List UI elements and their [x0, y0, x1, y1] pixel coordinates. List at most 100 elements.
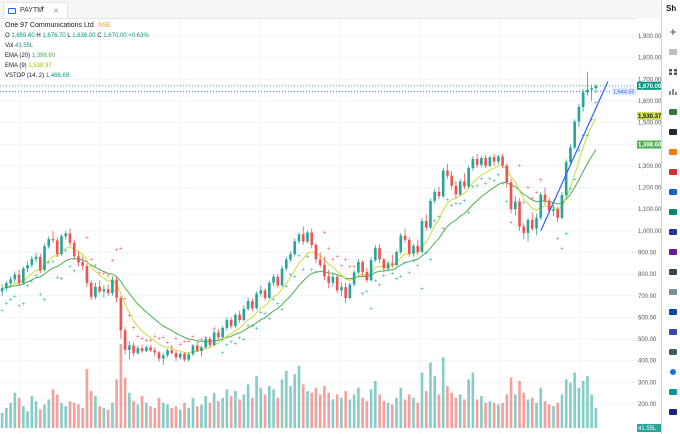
- dark-blue-badge-icon[interactable]: [668, 308, 678, 316]
- volume-bar: [564, 379, 568, 428]
- vstop-marker: +: [411, 258, 415, 264]
- ema9-row[interactable]: EMA (9) 1,530.37: [5, 61, 149, 71]
- candle-body: [51, 239, 55, 241]
- volume-bar: [64, 406, 68, 428]
- volume-bar: [331, 399, 335, 428]
- sidebar-title: Sh: [666, 4, 677, 13]
- volume-bar: [526, 399, 530, 428]
- grid-lines: [0, 18, 636, 434]
- volume-bar: [153, 407, 157, 428]
- symbol-name[interactable]: One 97 Communications Ltd: [5, 22, 94, 29]
- bars-icon[interactable]: [668, 88, 678, 96]
- volume-bar: [161, 402, 165, 428]
- candle: [526, 217, 530, 242]
- vstop-marker: +: [161, 335, 165, 341]
- tab-paytm[interactable]: PAYTM ✕: [3, 2, 68, 18]
- candle-body: [217, 332, 220, 338]
- vstop-marker: +: [212, 326, 216, 332]
- close-icon[interactable]: ✕: [53, 7, 59, 15]
- cyan-badge-icon[interactable]: [668, 388, 678, 396]
- deep-blue-badge-icon[interactable]: [668, 408, 678, 416]
- vstop-marker: +: [148, 338, 152, 344]
- candle-body: [484, 158, 487, 166]
- candle: [221, 326, 224, 340]
- vstop-marker: +: [462, 199, 466, 205]
- blue-badge-icon[interactable]: [668, 188, 678, 196]
- candle: [505, 163, 509, 188]
- vstop-row[interactable]: VSTOP (14, 2) 1,466.69: [5, 71, 149, 81]
- vstop-marker: +: [352, 265, 356, 271]
- candle: [43, 243, 46, 272]
- list-icon[interactable]: [668, 48, 678, 56]
- slate-badge-icon[interactable]: [668, 348, 678, 356]
- candle-body: [564, 161, 568, 196]
- candle-body: [344, 287, 347, 298]
- volume-bar: [412, 397, 415, 428]
- red-badge-icon[interactable]: [668, 168, 678, 176]
- candle-body: [68, 233, 72, 243]
- green-flag-icon[interactable]: [668, 108, 678, 116]
- candle-body: [513, 201, 517, 210]
- dark-badge-icon[interactable]: [668, 268, 678, 276]
- candle-body: [204, 339, 208, 348]
- orange-badge-icon[interactable]: [668, 148, 678, 156]
- gray-badge-icon[interactable]: [668, 288, 678, 296]
- vstop-marker: +: [305, 254, 309, 260]
- vstop-marker: +: [424, 250, 428, 256]
- candle: [530, 212, 534, 231]
- volume-bar: [577, 387, 581, 428]
- grid-icon[interactable]: [668, 68, 678, 76]
- vstop-marker: +: [191, 335, 195, 341]
- candle-body: [22, 268, 25, 283]
- vstop-marker: +: [394, 277, 398, 283]
- candle: [318, 252, 322, 268]
- volume-bar: [22, 406, 25, 428]
- indigo-badge-icon[interactable]: [668, 328, 678, 336]
- vstop-marker: +: [467, 210, 471, 216]
- volume-bar: [535, 402, 538, 428]
- candle-body: [242, 308, 246, 321]
- volume-bar: [276, 397, 280, 428]
- price-tick-label: 600.00: [638, 315, 657, 321]
- volume-tag-text: 41.55L: [638, 426, 657, 432]
- volume-row[interactable]: Vol 41.55L: [5, 41, 149, 51]
- tv-logo-icon[interactable]: [668, 128, 678, 136]
- new-tab-button[interactable]: +: [40, 3, 46, 13]
- blue-circle-icon[interactable]: [668, 368, 678, 376]
- candle-body: [323, 265, 326, 277]
- vstop-marker: +: [174, 336, 178, 342]
- vstop-marker: +: [9, 297, 13, 303]
- candle: [293, 238, 297, 257]
- candle-body: [497, 156, 500, 162]
- volume-bar: [149, 406, 152, 428]
- volume-bar: [505, 394, 509, 428]
- volume-bar: [314, 387, 318, 428]
- candle-body: [424, 221, 428, 228]
- add-icon[interactable]: [668, 28, 678, 36]
- candle: [72, 239, 76, 259]
- vstop-marker: +: [0, 308, 4, 314]
- vstop-marker: +: [568, 187, 572, 193]
- purple-badge-icon[interactable]: [668, 248, 678, 256]
- vstop-marker: +: [42, 297, 46, 303]
- volume-bar: [403, 399, 407, 428]
- navy-badge-icon[interactable]: [668, 228, 678, 236]
- candle: [200, 345, 203, 357]
- candle: [55, 237, 59, 258]
- volume-bar: [390, 404, 394, 428]
- candle-body: [335, 276, 339, 291]
- candle: [191, 343, 195, 356]
- volume-bar: [178, 409, 182, 428]
- ema20-value: 1,398.60: [31, 53, 56, 59]
- teal-badge-icon[interactable]: [668, 208, 678, 216]
- ema20-row[interactable]: EMA (20) 1,398.60: [5, 51, 149, 61]
- vstop-marker: +: [484, 182, 488, 188]
- candle-body: [543, 194, 547, 201]
- volume-bar: [47, 399, 51, 428]
- vstop-marker: +: [195, 340, 199, 346]
- volume-bar: [157, 397, 161, 428]
- price-chart[interactable]: +++++ +++++++ ++ ++++++++ + +++ +++++ + + ++ + ++++…: [0, 0, 661, 434]
- candle-body: [0, 288, 4, 292]
- vstop-marker: +: [140, 336, 144, 342]
- candle-body: [119, 297, 123, 331]
